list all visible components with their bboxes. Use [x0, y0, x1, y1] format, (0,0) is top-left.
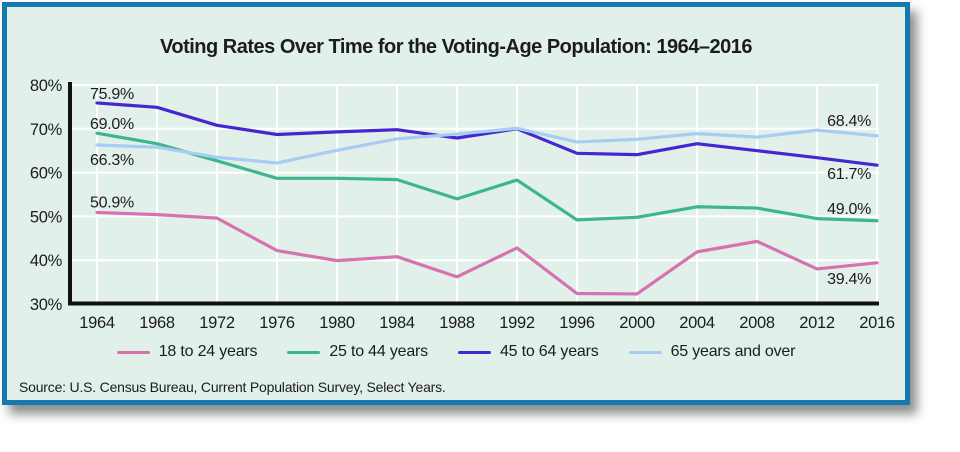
start-value-label: 50.9%: [90, 194, 134, 211]
legend-item: 25 to 44 years: [287, 343, 428, 361]
x-tick-label: 1988: [439, 314, 475, 332]
series-line: [95, 126, 879, 165]
end-value-label: 49.0%: [827, 201, 871, 218]
x-tick-label: 1976: [259, 314, 295, 332]
y-tick-label: 70%: [30, 121, 63, 139]
legend-label: 45 to 64 years: [499, 343, 599, 360]
x-tick-label: 1996: [559, 314, 595, 332]
y-tick-label: 60%: [30, 165, 63, 183]
x-tick-label: 2004: [679, 314, 715, 332]
x-tick-label: 2016: [859, 314, 895, 332]
x-tick-label: 1980: [319, 314, 355, 332]
legend-item: 65 years and over: [628, 343, 796, 361]
legend-swatch: [628, 350, 662, 354]
legend-swatch: [457, 350, 491, 354]
legend-swatch: [287, 350, 321, 354]
series-line: [95, 101, 879, 167]
start-value-label: 66.3%: [90, 152, 134, 169]
y-tick-label: 30%: [30, 296, 63, 314]
legend-item: 18 to 24 years: [116, 343, 258, 361]
legend-label: 25 to 44 years: [329, 343, 428, 360]
x-tick-label: 1964: [79, 314, 115, 332]
legend-label: 65 years and over: [670, 343, 796, 360]
x-tick-label: 1992: [499, 314, 535, 332]
end-value-label: 68.4%: [827, 113, 871, 130]
x-tick-label: 2000: [619, 314, 655, 332]
chart-card: Voting Rates Over Time for the Voting-Ag…: [2, 2, 910, 405]
source-note: Source: U.S. Census Bureau, Current Popu…: [19, 379, 446, 395]
line-chart: 80% 70% 60% 50% 40% 30% 1964 1968 1972 1976 1980 19…: [30, 77, 895, 332]
y-tick-label: 50%: [30, 208, 63, 226]
end-value-label: 39.4%: [827, 271, 871, 288]
chart-legend: 18 to 24 years 25 to 44 years 45 to 64 yea…: [7, 343, 905, 361]
x-tick-label: 1968: [139, 314, 175, 332]
legend-item: 45 to 64 years: [457, 343, 599, 361]
x-tick-label: 1972: [199, 314, 235, 332]
end-value-label: 61.7%: [827, 166, 871, 183]
legend-swatch: [116, 350, 150, 354]
start-value-label: 75.9%: [90, 86, 134, 103]
series-line: [95, 210, 879, 296]
x-tick-label: 2012: [799, 314, 835, 332]
x-tick-label: 2008: [739, 314, 775, 332]
start-value-label: 69.0%: [90, 116, 134, 133]
series-line: [95, 131, 879, 223]
x-tick-label: 1984: [379, 314, 415, 332]
legend-label: 18 to 24 years: [158, 343, 258, 360]
y-tick-label: 80%: [30, 77, 63, 95]
y-tick-label: 40%: [30, 252, 63, 270]
chart-title: Voting Rates Over Time for the Voting-Ag…: [160, 36, 752, 58]
